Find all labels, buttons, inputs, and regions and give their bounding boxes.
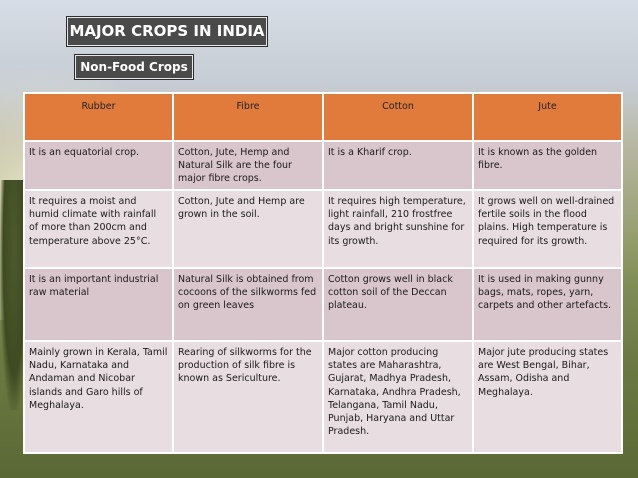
- table-row: It requires a moist and humid climate wi…: [23, 189, 623, 269]
- table-cell: Rearing of silkworms for the production …: [172, 340, 324, 454]
- table-cell: Major cotton producing states are Mahara…: [322, 340, 474, 454]
- table-cell: Mainly grown in Kerala, Tamil Nadu, Karn…: [23, 340, 174, 454]
- table-cell: It requires high temperature, light rain…: [322, 189, 474, 269]
- header-cotton: Cotton: [322, 92, 474, 142]
- crops-table: Rubber Fibre Cotton Jute It is an equato…: [23, 92, 623, 454]
- table-cell: It requires a moist and humid climate wi…: [23, 189, 174, 269]
- slide-subtitle: Non-Food Crops: [75, 55, 193, 79]
- table-cell: Cotton, Jute, Hemp and Natural Silk are …: [172, 140, 324, 191]
- table-cell: Major jute producing states are West Ben…: [472, 340, 623, 454]
- table-cell: Natural Silk is obtained from cocoons of…: [172, 267, 324, 342]
- table-cell: It is known as the golden fibre.: [472, 140, 623, 191]
- table-cell: Cotton grows well in black cotton soil o…: [322, 267, 474, 342]
- table-cell: It grows well on well-drained fertile so…: [472, 189, 623, 269]
- table-cell: It is a Kharif crop.: [322, 140, 474, 191]
- table-cell: It is an important industrial raw materi…: [23, 267, 174, 342]
- table-row: It is an important industrial raw materi…: [23, 267, 623, 342]
- table-cell: It is used in making gunny bags, mats, r…: [472, 267, 623, 342]
- header-rubber: Rubber: [23, 92, 174, 142]
- table-cell: Cotton, Jute and Hemp are grown in the s…: [172, 189, 324, 269]
- header-jute: Jute: [472, 92, 623, 142]
- table-row: Mainly grown in Kerala, Tamil Nadu, Karn…: [23, 340, 623, 454]
- slide-title: MAJOR CROPS IN INDIA: [67, 17, 267, 46]
- table-header-row: Rubber Fibre Cotton Jute: [23, 92, 623, 142]
- table-cell: It is an equatorial crop.: [23, 140, 174, 191]
- header-fibre: Fibre: [172, 92, 324, 142]
- table-row: It is an equatorial crop. Cotton, Jute, …: [23, 140, 623, 191]
